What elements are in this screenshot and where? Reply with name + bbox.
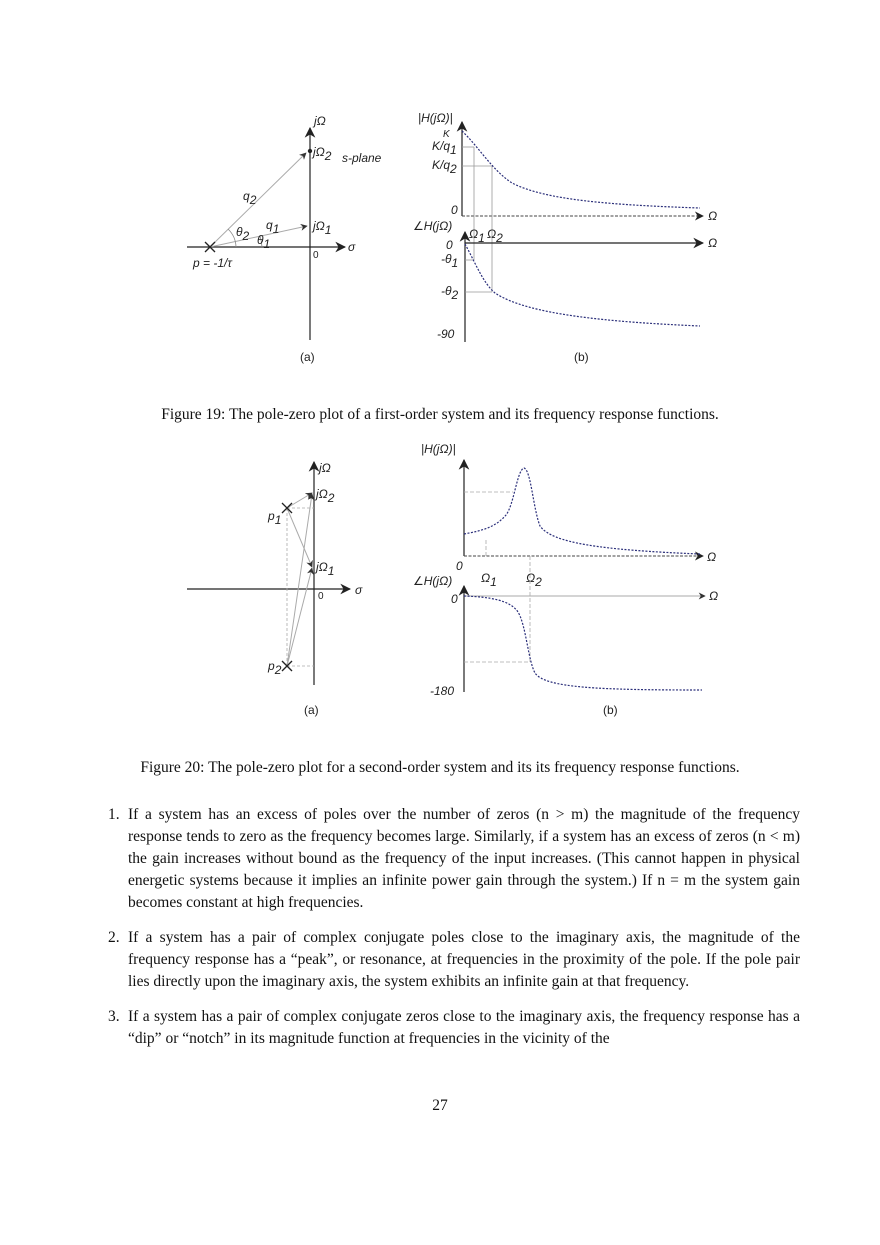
- origin-label: 0: [318, 591, 324, 602]
- pole-p2-marker: [281, 660, 293, 672]
- neg-theta2-label: -θ2: [441, 284, 459, 302]
- mag-axis-label: |H(jΩ)|: [418, 111, 453, 125]
- j-omega-2-label: jΩ2: [311, 145, 332, 163]
- phase-curve: [463, 595, 703, 691]
- neg-theta1-label: -θ1: [441, 252, 458, 270]
- k-label: K: [443, 129, 451, 140]
- list-item: 2. If a system has a pair of complex con…: [100, 927, 800, 993]
- kq1-label: K/q1: [432, 139, 457, 157]
- phase-curve: [464, 243, 701, 327]
- magnitude-curve: [461, 130, 701, 209]
- theta1-label: θ1: [257, 233, 270, 251]
- j-omega-1-label: jΩ1: [314, 560, 334, 578]
- j-omega-2-label: jΩ2: [314, 487, 335, 505]
- list-item: 3. If a system has a pair of complex con…: [100, 1006, 800, 1050]
- j-omega-1-label: jΩ1: [311, 219, 331, 237]
- q1-label: q1: [266, 218, 279, 236]
- mag-zero-label: 0: [451, 203, 458, 217]
- pole-label: p = -1/τ: [192, 256, 233, 270]
- list-item: 1. If a system has an excess of poles ov…: [100, 804, 800, 914]
- omega1-label: Ω1: [469, 227, 485, 245]
- arc-theta1: [259, 235, 263, 248]
- phase-axis-label: ∠H(jΩ): [413, 574, 452, 588]
- imag-axis-label: jΩ: [317, 461, 331, 475]
- list-item-number: 3.: [108, 1008, 120, 1025]
- phase-zero-label: 0: [451, 592, 458, 606]
- phase-axis-label: ∠H(jΩ): [413, 219, 452, 233]
- origin-label: 0: [313, 250, 319, 261]
- figure-20-caption: Figure 20: The pole-zero plot for a seco…: [140, 759, 740, 776]
- real-axis-label: σ: [348, 240, 356, 254]
- list-item-number: 2.: [108, 929, 120, 946]
- list-item-text: If a system has a pair of complex conjug…: [128, 1008, 800, 1047]
- fig20-frequency-response: |H(jΩ)| 0 Ω Ω1 Ω2 ∠H(jΩ) 0 Ω -180 (b): [413, 442, 718, 717]
- panel-b-label: (b): [574, 350, 589, 364]
- figure-19: jΩ σ 0 s-plane jΩ2 jΩ1 q2 q1 θ2 θ1 p = -…: [187, 111, 717, 364]
- vector-p1-omega1: [286, 507, 313, 568]
- magnitude-curve: [463, 467, 701, 555]
- panel-b-label: (b): [603, 703, 618, 717]
- s-plane-label: s-plane: [342, 151, 382, 165]
- mag-axis-label: |H(jΩ)|: [421, 442, 456, 456]
- figure-19-caption: Figure 19: The pole-zero plot of a first…: [161, 406, 719, 423]
- page-number: 27: [432, 1097, 448, 1114]
- j-omega-2-point: [307, 148, 313, 154]
- arc-theta2: [227, 228, 237, 248]
- pole-marker: [204, 241, 216, 253]
- vector-p1-omega2: [286, 492, 313, 509]
- fig19-splane: jΩ σ 0 s-plane jΩ2 jΩ1 q2 q1 θ2 θ1 p = -…: [187, 114, 382, 364]
- panel-a-label: (a): [304, 703, 319, 717]
- p2-label: p2: [267, 659, 282, 677]
- omega1-label: Ω1: [481, 571, 497, 589]
- fig20-splane: jΩ jΩ2 jΩ1 σ 0 p1 p2 (a): [187, 460, 363, 717]
- phase-freq-label: Ω: [709, 589, 718, 603]
- neg180-label: -180: [430, 684, 454, 698]
- p1-label: p1: [267, 509, 281, 527]
- figure-20: jΩ jΩ2 jΩ1 σ 0 p1 p2 (a) |H(jΩ)| 0 Ω Ω1 …: [187, 442, 718, 717]
- list-item-text: If a system has an excess of poles over …: [128, 806, 800, 911]
- vector-q2: [209, 152, 307, 248]
- imag-axis-label: jΩ: [312, 114, 326, 128]
- phase-freq-label: Ω: [708, 236, 717, 250]
- omega2-label: Ω2: [487, 227, 503, 245]
- pole-p1-marker: [281, 502, 293, 514]
- list-item-text: If a system has a pair of complex conjug…: [128, 929, 800, 990]
- neg90-label: -90: [437, 327, 455, 341]
- panel-a-label: (a): [300, 350, 315, 364]
- mag-zero-label: 0: [456, 559, 463, 573]
- fig19-frequency-response: |H(jΩ)| K K/q1 K/q2 0 Ω ∠H(jΩ) Ω1 Ω2 Ω 0…: [413, 111, 717, 364]
- kq2-label: K/q2: [432, 158, 457, 176]
- mag-freq-label: Ω: [707, 550, 716, 564]
- omega2-label: Ω2: [526, 571, 542, 589]
- vector-q1: [209, 223, 308, 248]
- phase-zero-label: 0: [446, 238, 453, 252]
- theta2-label: θ2: [236, 225, 250, 243]
- list-item-number: 1.: [108, 806, 120, 823]
- q2-label: q2: [243, 189, 257, 207]
- real-axis-label: σ: [355, 583, 363, 597]
- vector-p2-omega2: [286, 493, 315, 667]
- mag-freq-label: Ω: [708, 209, 717, 223]
- property-list: 1. If a system has an excess of poles ov…: [100, 804, 800, 1063]
- vector-p2-omega1: [286, 567, 314, 667]
